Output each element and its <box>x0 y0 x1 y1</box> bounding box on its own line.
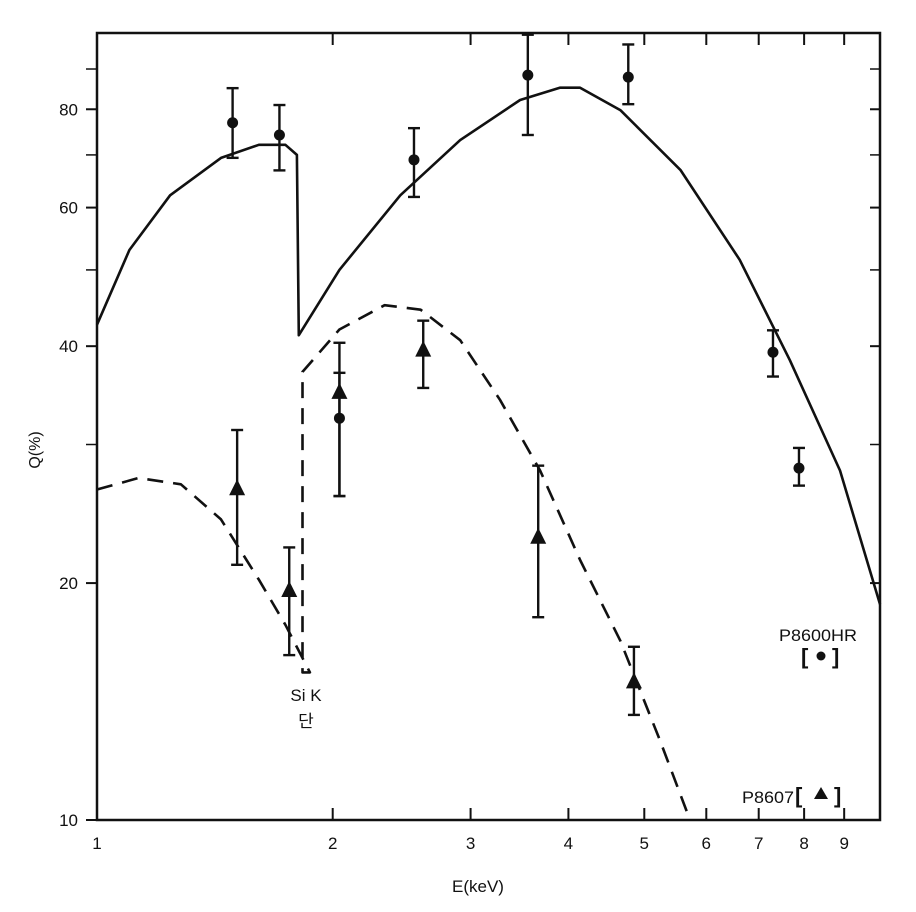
legend-bracket-left: [ <box>801 644 809 669</box>
y-tick-label: 40 <box>59 337 78 356</box>
data-point-circle <box>273 129 285 141</box>
data-point-circle <box>767 346 779 358</box>
data-point-circle <box>622 71 634 83</box>
x-tick-label: 3 <box>466 834 475 853</box>
annotation-line2: 단 <box>298 712 314 731</box>
y-tick-label: 10 <box>59 811 78 830</box>
data-point-circle <box>522 69 534 81</box>
legend-marker-circle <box>816 651 826 661</box>
ticks: 1 2 3 4 5 6 7 8 9 10 20 40 60 80 <box>59 33 880 853</box>
data-point-triangle <box>331 382 348 399</box>
x-tick-label: 4 <box>564 834 573 853</box>
x-tick-label: 5 <box>640 834 649 853</box>
legend-bracket-left: [ <box>795 783 803 808</box>
model-curve-dashed <box>96 303 692 821</box>
legend-label-p8600hr: P8600HR <box>779 626 857 645</box>
x-tick-label: 7 <box>754 834 763 853</box>
y-axis-label: Q(%) <box>27 431 44 468</box>
legend: P8600HR [ ] P8607 [ ] <box>742 626 857 808</box>
y-tick-label: 80 <box>59 100 78 119</box>
annotation-line1: Si K <box>290 686 322 705</box>
plot-frame <box>95 31 882 822</box>
legend-label-p8607: P8607 <box>742 788 794 807</box>
x-tick-label: 9 <box>839 834 848 853</box>
legend-marker-triangle <box>814 787 828 799</box>
data-point-triangle <box>281 580 298 597</box>
legend-bracket-right: ] <box>834 783 841 808</box>
model-curve-solid <box>95 86 882 605</box>
x-axis-label: E(keV) <box>452 877 504 896</box>
data-point-circle <box>408 154 420 166</box>
data-points <box>226 33 805 717</box>
x-tick-label: 6 <box>702 834 711 853</box>
data-point-circle <box>793 462 805 474</box>
data-point-triangle <box>530 527 547 544</box>
data-point-triangle <box>229 479 246 496</box>
data-point-triangle <box>625 672 642 689</box>
y-tick-label: 60 <box>59 199 78 218</box>
data-point-circle <box>227 117 239 129</box>
curves <box>95 86 882 821</box>
x-tick-label: 1 <box>92 834 101 853</box>
x-tick-label: 2 <box>328 834 337 853</box>
x-tick-label: 8 <box>799 834 808 853</box>
legend-bracket-right: ] <box>832 644 839 669</box>
data-point-triangle <box>415 340 432 357</box>
y-tick-label: 20 <box>59 574 78 593</box>
